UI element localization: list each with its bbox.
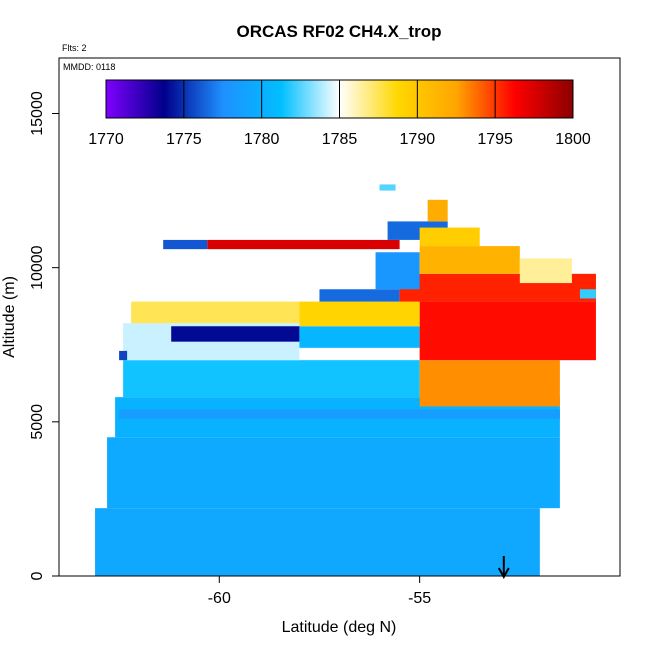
y-axis: 0 5000 10000 15000	[29, 91, 59, 580]
plot-frame	[58, 57, 621, 577]
heatmap-cell-3	[123, 360, 420, 398]
heatmap-cells	[95, 184, 596, 576]
heatmap-cell-21	[379, 184, 396, 191]
heatmap-cell-13	[375, 252, 420, 290]
x-axis: -60 -55	[208, 576, 431, 607]
x-axis-label: Latitude (deg N)	[282, 619, 397, 636]
colorbar: 1770 1775 1780 1785 1790 1795 1800	[88, 79, 591, 148]
heatmap-cell-24	[119, 409, 560, 419]
colorbar-tick-label-2: 1780	[244, 131, 280, 148]
y-tick-label-1: 5000	[29, 404, 46, 440]
heatmap-cell-10	[299, 301, 420, 327]
colorbar-tick-label-5: 1795	[477, 131, 513, 148]
y-tick-label-0: 0	[29, 571, 46, 580]
heatmap-cell-11	[319, 289, 400, 302]
arrow-head	[497, 567, 510, 580]
heatmap-cell-5	[131, 301, 300, 324]
y-tick-label-3: 15000	[29, 91, 46, 136]
heatmap-cell-23	[119, 350, 128, 361]
colorbar-tick-label-6: 1800	[555, 131, 591, 148]
heatmap-cell-15	[519, 258, 572, 284]
arrow-marker	[497, 556, 510, 580]
x-tick-label-0: -60	[208, 590, 231, 607]
chart-title: ORCAS RF02 CH4.X_trop	[237, 22, 442, 41]
heatmap-cell-19	[419, 227, 480, 247]
y-tick-label-2: 10000	[29, 245, 46, 290]
heatmap-cell-1	[107, 437, 560, 509]
colorbar-tick-label-1: 1775	[166, 131, 202, 148]
flights-annotation: Flts: 2	[62, 43, 87, 53]
colorbar-ticks: 1770 1775 1780 1785 1790 1795 1800	[88, 80, 591, 148]
date-annotation: MMDD: 0118	[63, 62, 115, 72]
heatmap-cell-20	[427, 199, 448, 222]
heatmap-cell-17	[163, 239, 208, 250]
colorbar-tick-label-4: 1790	[400, 131, 436, 148]
heatmap-cell-22	[579, 289, 596, 299]
colorbar-tick-label-3: 1785	[322, 131, 358, 148]
heatmap-cell-6	[171, 326, 300, 342]
heatmap-cell-16	[207, 239, 400, 250]
y-axis-label: Altitude (m)	[1, 276, 18, 358]
heatmap-cell-0	[95, 508, 540, 576]
colorbar-tick-label-0: 1770	[88, 131, 124, 148]
heatmap-cell-7	[299, 326, 420, 348]
x-tick-label-1: -55	[408, 590, 431, 607]
heatmap-cell-9	[419, 301, 596, 361]
heatmap-cell-8	[419, 360, 560, 407]
heatmap-cell-14	[419, 246, 520, 274]
